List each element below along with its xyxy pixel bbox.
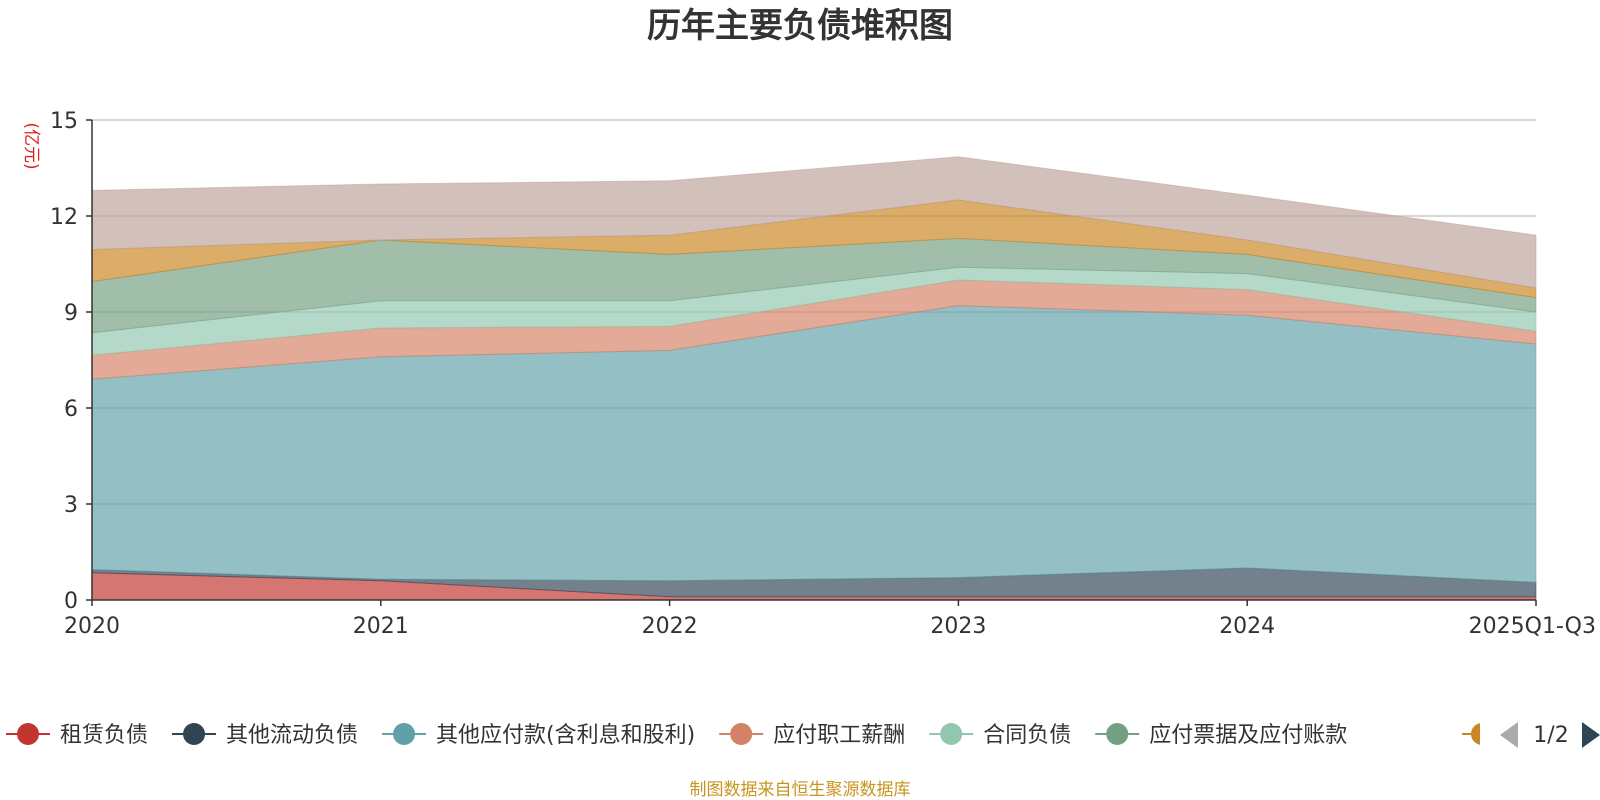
y-axis-unit-label: (亿元) <box>21 122 41 169</box>
axes: 0 3 6 9 12 15 2020 2021 2022 2023 2024 2025Q1-Q3 <box>50 109 1596 639</box>
legend-label: 租赁负债 <box>60 723 148 748</box>
legend-item-5[interactable]: 合同负债 <box>929 723 1071 748</box>
source-note: 制图数据来自恒生聚源数据库 <box>690 780 911 800</box>
legend-next-page-icon[interactable] <box>1582 722 1600 748</box>
legend-marker-icon <box>940 723 963 745</box>
legend-label: 合同负债 <box>983 723 1071 748</box>
y-tick-label: 9 <box>64 301 78 326</box>
legend-label: 其他应付款(含利息和股利) <box>436 723 695 748</box>
y-tick-label: 3 <box>64 493 78 518</box>
legend-label: 应付职工薪酬 <box>773 723 905 748</box>
y-tick-label: 0 <box>64 589 78 614</box>
x-tick-label: 2022 <box>642 614 698 639</box>
x-tick-label: 2025Q1-Q3 <box>1469 614 1596 639</box>
x-tick-label: 2020 <box>64 614 120 639</box>
legend-item-partial <box>1462 723 1480 745</box>
area-series-8[interactable] <box>91 156 1537 289</box>
legend-marker-icon <box>183 723 206 745</box>
x-tick-label: 2024 <box>1219 614 1275 639</box>
legend-item-3[interactable]: 其他应付款(含利息和股利) <box>382 723 695 748</box>
legend-prev-page-icon[interactable] <box>1500 722 1518 748</box>
chart-title: 历年主要负债堆积图 <box>647 6 953 46</box>
legend: 租赁负债 其他流动负债 其他应付款(含利息和股利) 应付职工薪酬 合同负债 应付票据及应付… <box>6 722 1600 748</box>
legend-marker-icon <box>17 723 39 745</box>
y-tick-label: 15 <box>50 109 78 134</box>
legend-label: 应付票据及应付账款 <box>1149 723 1347 748</box>
legend-marker-icon <box>393 723 416 745</box>
x-tick-label: 2023 <box>930 614 986 639</box>
y-tick-label: 12 <box>50 205 78 230</box>
y-tick-label: 6 <box>64 397 78 422</box>
x-tick-label: 2021 <box>353 614 409 639</box>
legend-item-6[interactable]: 应付票据及应付账款 <box>1095 723 1347 748</box>
series-areas <box>91 156 1537 601</box>
legend-item-2[interactable]: 其他流动负债 <box>172 723 358 748</box>
legend-item-4[interactable]: 应付职工薪酬 <box>719 723 905 748</box>
legend-item-1[interactable]: 租赁负债 <box>6 723 148 748</box>
legend-marker-icon <box>1106 723 1129 745</box>
legend-marker-icon <box>730 723 753 745</box>
legend-page-indicator: 1/2 <box>1533 723 1568 748</box>
legend-marker-icon <box>1471 723 1480 745</box>
legend-label: 其他流动负债 <box>226 723 358 748</box>
